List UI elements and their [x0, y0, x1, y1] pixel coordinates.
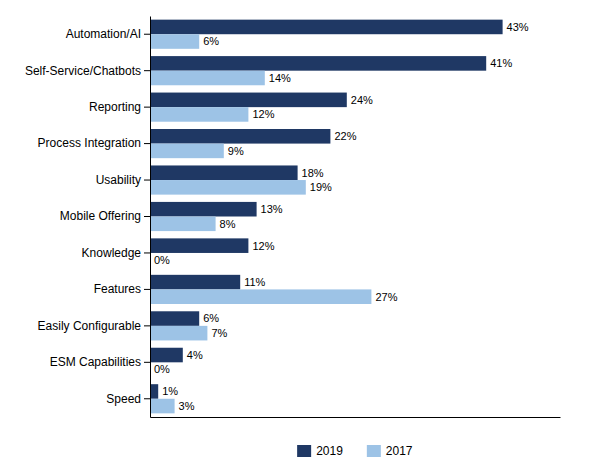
- bar: [150, 311, 199, 326]
- tick: Features: [94, 282, 150, 296]
- data-label: 27%: [375, 291, 397, 303]
- series: [150, 34, 371, 413]
- tick-label: Mobile Offering: [60, 209, 141, 223]
- bar: [150, 202, 257, 217]
- tick-mark: [144, 107, 150, 108]
- bar: [150, 180, 306, 195]
- tick-mark: [144, 398, 150, 399]
- legend-swatch: [297, 445, 311, 457]
- legend-swatch: [367, 445, 381, 457]
- tick: ESM Capabilities: [50, 355, 150, 369]
- data-label: 43%: [507, 21, 529, 33]
- tick-mark: [144, 34, 150, 35]
- data-label: 14%: [269, 72, 291, 84]
- bar: [150, 129, 330, 144]
- axis-line: [151, 417, 561, 418]
- data-label: 1%: [162, 385, 178, 397]
- tick: Easily Configurable: [38, 319, 150, 333]
- data-label: 3%: [179, 400, 195, 412]
- chart: 43% 41% 24% 22% 18% 13% 12% 11% 6% 4% 1% 6% 14% 12% 9%…: [0, 0, 600, 473]
- tick-mark: [144, 216, 150, 217]
- data-label: 12%: [252, 240, 274, 252]
- tick-label: Automation/AI: [66, 27, 141, 41]
- tick: Speed: [106, 392, 150, 406]
- tick: Automation/AI: [66, 27, 150, 41]
- data-label: 8%: [220, 218, 236, 230]
- tick-mark: [144, 143, 150, 144]
- y-axis: Automation/AI Self-Service/Chatbots Report…: [25, 17, 151, 418]
- data-label: 6%: [203, 312, 219, 324]
- tick: Knowledge: [82, 246, 150, 260]
- tick: Self-Service/Chatbots: [25, 64, 150, 78]
- bar: [150, 399, 175, 414]
- legend: 2019 2017: [297, 444, 413, 458]
- bar: [150, 107, 248, 122]
- data-label: 4%: [187, 349, 203, 361]
- series: [150, 20, 503, 399]
- data-label: 13%: [261, 203, 283, 215]
- bar: [150, 217, 216, 232]
- legend-item: 2017: [367, 444, 413, 458]
- tick: Process Integration: [38, 136, 150, 150]
- data-label: 0%: [154, 254, 170, 266]
- tick-label: Reporting: [89, 100, 141, 114]
- tick: Mobile Offering: [60, 209, 150, 223]
- tick-label: ESM Capabilities: [50, 355, 141, 369]
- tick-mark: [144, 70, 150, 71]
- bar: [150, 93, 347, 108]
- bar: [150, 20, 503, 35]
- bar: [150, 165, 298, 180]
- bar: [150, 56, 486, 71]
- data-label: 12%: [252, 108, 274, 120]
- data-label: 41%: [490, 57, 512, 69]
- tick: Usability: [96, 173, 150, 187]
- tick-label: Speed: [106, 392, 141, 406]
- bar: [150, 348, 183, 363]
- tick-label: Features: [94, 282, 141, 296]
- legend-item: 2019: [297, 444, 343, 458]
- data-label: 18%: [302, 167, 324, 179]
- bar: [150, 384, 158, 399]
- bar: [150, 144, 224, 159]
- bar: [150, 71, 265, 86]
- x-axis: [151, 417, 561, 418]
- legend-label: 2017: [386, 444, 413, 458]
- data-label: 24%: [351, 94, 373, 106]
- data-label: 7%: [211, 327, 227, 339]
- legend-label: 2019: [316, 444, 343, 458]
- tick-label: Process Integration: [38, 136, 141, 150]
- tick-label: Knowledge: [82, 246, 142, 260]
- tick: Reporting: [89, 100, 150, 114]
- tick-mark: [144, 289, 150, 290]
- data-label: 22%: [334, 130, 356, 142]
- bar: [150, 238, 248, 253]
- tick-mark: [144, 325, 150, 326]
- data-label: 19%: [310, 181, 332, 193]
- bar: [150, 275, 240, 290]
- data-label: 11%: [244, 276, 265, 288]
- data-labels: 43% 41% 24% 22% 18% 13% 12% 11% 6% 4% 1% 6% 14% 12% 9%…: [154, 21, 529, 412]
- tick-label: Self-Service/Chatbots: [25, 64, 141, 78]
- tick-label: Usability: [96, 173, 141, 187]
- bar: [150, 34, 199, 49]
- data-label: 6%: [203, 35, 219, 47]
- tick-mark: [144, 252, 150, 253]
- plot-area: 43% 41% 24% 22% 18% 13% 12% 11% 6% 4% 1% 6% 14% 12% 9%…: [25, 17, 561, 418]
- data-label: 0%: [154, 363, 170, 375]
- bar: [150, 326, 207, 341]
- data-label: 9%: [228, 145, 244, 157]
- axis-line: [150, 17, 151, 418]
- tick-label: Easily Configurable: [38, 319, 142, 333]
- tick-mark: [144, 180, 150, 181]
- bars: [150, 20, 503, 414]
- bar: [150, 289, 371, 304]
- tick-mark: [144, 362, 150, 363]
